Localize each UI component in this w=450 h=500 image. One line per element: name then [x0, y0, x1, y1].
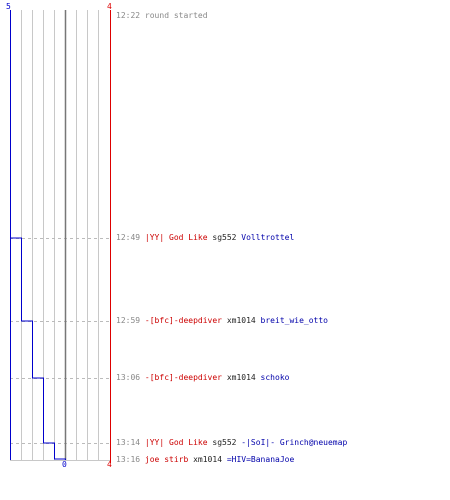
kill-time: 13:16 [116, 455, 141, 464]
blue-team-alive-step-line [10, 10, 66, 460]
log-message: round started [144, 11, 208, 20]
victim-name: -|SoI|- Grinch@neuemap [241, 438, 348, 447]
kill-entry: 13:16 joe stirb xm1014 =HIV=BananaJoe [116, 455, 294, 465]
kill-entry: 12:49 |YY| God Like sg552 Volltrottel [116, 233, 294, 243]
weapon-name: sg552 [212, 233, 237, 242]
kill-entry: 12:59 -[bfc]-deepdiver xm1014 breit_wie_… [116, 316, 328, 326]
weapon-name: xm1014 [226, 316, 256, 325]
kill-time: 12:49 [116, 233, 141, 242]
killer-name: |YY| God Like [144, 438, 208, 447]
killer-name: |YY| God Like [144, 233, 208, 242]
weapon-name: sg552 [212, 438, 237, 447]
kill-entry: 13:14 |YY| God Like sg552 -|SoI|- Grinch… [116, 438, 347, 448]
log-entry-round-start: 12:22 round started [116, 11, 208, 21]
bottom-center-axis-label: 0 [62, 460, 67, 469]
bottom-right-axis-label: 4 [107, 460, 112, 469]
weapon-name: xm1014 [226, 373, 256, 382]
victim-name: schoko [260, 373, 290, 382]
kill-time: 13:06 [116, 373, 141, 382]
victim-name: breit_wie_otto [260, 316, 328, 325]
right-top-axis-label: 4 [107, 2, 112, 11]
killer-name: -[bfc]-deepdiver [144, 373, 222, 382]
kill-time: 12:59 [116, 316, 141, 325]
event-dashed-lines [10, 238, 112, 444]
killer-name: joe stirb [144, 455, 189, 464]
killer-name: -[bfc]-deepdiver [144, 316, 222, 325]
grid-lines [10, 10, 111, 461]
victim-name: Volltrottel [241, 233, 295, 242]
weapon-name: xm1014 [193, 455, 223, 464]
kill-entry: 13:06 -[bfc]-deepdiver xm1014 schoko [116, 373, 289, 383]
left-top-axis-label: 5 [6, 2, 11, 11]
kill-time: 13:14 [116, 438, 141, 447]
log-time: 12:22 [116, 11, 141, 20]
victim-name: =HIV=BananaJoe [226, 455, 295, 464]
